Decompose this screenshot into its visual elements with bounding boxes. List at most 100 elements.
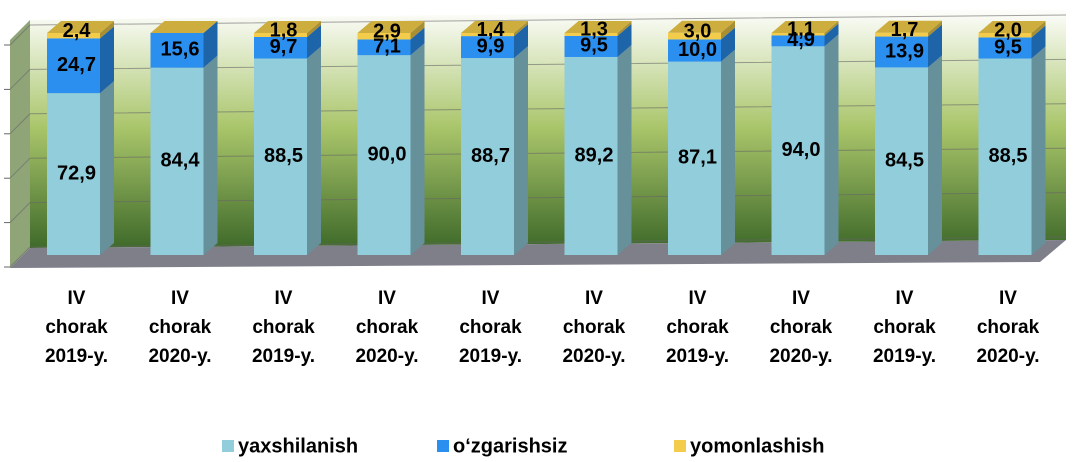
bar-side — [824, 34, 839, 255]
bar-side — [721, 49, 735, 255]
bar-top — [461, 21, 528, 33]
value-label: 89,2 — [575, 144, 614, 166]
bar-front — [254, 33, 307, 37]
bar-side — [824, 23, 839, 47]
bar-front — [668, 61, 721, 255]
bar-front — [357, 55, 411, 256]
value-label: 87,1 — [678, 147, 717, 169]
bar-side — [617, 44, 632, 256]
bar-front — [150, 33, 204, 68]
x-tick-label: IV chorak 2020-y. — [769, 288, 833, 367]
value-label: 2,4 — [63, 20, 92, 42]
legend-label: yaxshilanish — [238, 435, 358, 457]
bar-front — [771, 46, 825, 255]
bar-front — [47, 33, 100, 39]
bar-front — [254, 36, 307, 59]
value-label: 1,8 — [270, 19, 298, 41]
bar-front — [875, 67, 928, 255]
bar-front — [875, 36, 928, 68]
bar-front — [254, 58, 307, 255]
bar-side — [928, 20, 942, 37]
bar-side — [514, 46, 528, 255]
bar-front — [564, 35, 618, 57]
bar-side — [410, 21, 425, 40]
bar-top — [668, 20, 735, 33]
value-label: 84,5 — [885, 149, 924, 171]
value-label: 1,3 — [580, 19, 608, 41]
value-label: 2,9 — [373, 21, 401, 43]
x-tick-label: IV chorak 2019-y. — [665, 288, 730, 367]
bar-top — [875, 20, 942, 33]
bar-side — [307, 46, 321, 255]
bar-side — [307, 21, 321, 37]
bar-side — [824, 21, 839, 36]
x-tick-label: IV chorak 2019-y. — [251, 288, 316, 367]
bar-front — [564, 56, 618, 256]
value-label: 72,9 — [57, 162, 96, 184]
bar-top — [978, 21, 1046, 33]
value-label: 24,7 — [57, 54, 96, 76]
bar-side — [100, 81, 114, 255]
bar-front — [357, 39, 411, 56]
legend-label: o‘zgarishsiz — [453, 435, 567, 457]
value-label: 13,9 — [885, 40, 924, 62]
x-tick-label: IV chorak 2020-y. — [562, 288, 626, 367]
x-tick-label: IV chorak 2020-y. — [355, 288, 419, 367]
value-label: 9,9 — [477, 35, 505, 57]
bar-top — [771, 21, 839, 33]
bar-side — [514, 24, 528, 59]
side-wall — [10, 20, 30, 268]
bar-front — [564, 33, 618, 36]
bar-side — [203, 55, 218, 255]
bar-front — [150, 67, 204, 256]
bar-front — [668, 32, 721, 40]
bar-side — [203, 21, 218, 68]
bar-side — [721, 27, 735, 62]
bar-side — [928, 24, 942, 68]
value-label: 1,4 — [477, 19, 506, 41]
bar-side — [928, 55, 942, 255]
x-tick-label: IV chorak 2019-y. — [44, 288, 109, 367]
bar-side — [617, 21, 632, 36]
x-tick-label: IV chorak 2020-y. — [148, 288, 212, 367]
bar-side — [721, 20, 735, 40]
value-label: 7,1 — [373, 36, 401, 58]
value-label: 90,0 — [368, 143, 407, 165]
bar-front — [357, 33, 411, 40]
bar-top — [47, 21, 114, 33]
bar-front — [461, 36, 514, 59]
legend-swatch — [674, 440, 686, 452]
bar-side — [1031, 21, 1046, 38]
legend-swatch — [222, 440, 234, 452]
value-label: 15,6 — [161, 39, 200, 61]
bar-top — [357, 21, 425, 33]
bar-side — [1031, 25, 1046, 59]
x-tick-label: IV chorak 2020-y. — [976, 288, 1040, 367]
bar-side — [1031, 46, 1046, 255]
legend-label: yomonlashish — [690, 435, 824, 457]
value-label: 94,0 — [782, 139, 821, 161]
bar-front — [47, 38, 100, 94]
bar-side — [100, 21, 114, 39]
value-label: 9,5 — [994, 36, 1022, 58]
bar-top — [150, 21, 218, 33]
bar-top — [564, 21, 632, 33]
bar-side — [307, 24, 321, 59]
grid-line — [9, 14, 1067, 46]
bar-front — [978, 37, 1032, 59]
value-label: 2,0 — [994, 20, 1022, 42]
value-label: 88,5 — [264, 145, 303, 167]
value-label: 88,5 — [989, 145, 1028, 167]
bar-top — [254, 21, 321, 33]
legend-swatch — [437, 440, 449, 452]
bar-side — [410, 43, 425, 256]
bar-front — [875, 32, 928, 37]
value-label: 9,5 — [580, 35, 608, 57]
bar-front — [978, 58, 1032, 255]
value-label: 9,7 — [270, 36, 298, 58]
value-label: 10,0 — [678, 39, 717, 61]
value-label: 1,7 — [891, 19, 919, 41]
bar-side — [100, 26, 114, 94]
